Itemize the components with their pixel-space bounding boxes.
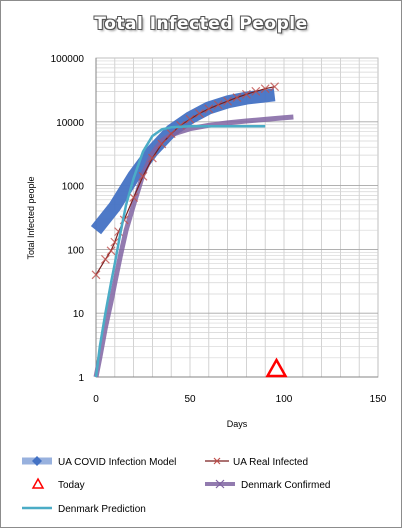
real-infected-point (157, 139, 167, 149)
legend-label: UA Real Infected (233, 457, 308, 468)
legend-label: Today (58, 480, 85, 491)
real-infected-point (166, 129, 176, 139)
real-infected-point (138, 171, 148, 181)
real-infected-point (185, 114, 195, 124)
tick-labels: 0 50 100 150 1 10 100 1000 10000 100000 (51, 54, 387, 405)
real-infected-point (232, 93, 242, 102)
series-denmark-prediction (94, 125, 266, 378)
today-marker (265, 357, 288, 378)
series-today (265, 357, 288, 378)
chart-title: Total Infected People (94, 14, 308, 34)
y-tick-label: 100 (67, 245, 84, 256)
grid-lines (95, 58, 378, 378)
legend-item-today: Today (31, 477, 85, 491)
x-tick-label: 100 (276, 394, 293, 405)
legend-label: Denmark Prediction (58, 504, 146, 515)
real-infected-point (129, 193, 139, 202)
series-layer (90, 82, 294, 378)
legend-swatch (31, 477, 45, 489)
legend-item-ua-covid-infection-model: UA COVID Infection Model (22, 456, 176, 468)
legend-item-ua-real-infected: UA Real Infected (205, 457, 308, 468)
series-ua-real-infected (91, 82, 280, 280)
real-infected-point (91, 270, 101, 280)
real-infected-point (223, 96, 233, 106)
legend-swatch-marker (215, 479, 225, 489)
real-infected-point (270, 82, 280, 92)
y-tick-label: 10 (73, 309, 85, 320)
series-denmark-confirmed (93, 114, 294, 378)
real-infected-point (147, 153, 157, 163)
denmark-prediction-line (94, 125, 266, 378)
y-tick-label: 1000 (62, 182, 85, 193)
plot-area (95, 57, 379, 378)
real-infected-point (194, 109, 204, 118)
legend-swatch-marker (32, 456, 42, 466)
x-tick-label: 150 (370, 394, 387, 405)
real-infected-line (95, 86, 275, 276)
y-axis-label: Total Infected people (26, 176, 36, 259)
legend-label: UA COVID Infection Model (58, 457, 176, 468)
y-tick-label: 100000 (51, 54, 85, 65)
x-tick-label: 50 (184, 394, 196, 405)
legend-item-denmark-confirmed: Denmark Confirmed (205, 479, 330, 491)
x-tick-label: 0 (93, 394, 99, 405)
real-infected-point (106, 246, 116, 256)
y-tick-label: 1 (78, 373, 84, 384)
real-infected-point (213, 100, 223, 110)
real-infected-point (241, 89, 251, 99)
x-axis-label: Days (227, 419, 248, 429)
real-infected-point (100, 254, 110, 264)
real-infected-point (260, 84, 270, 94)
denmark-confirmed-line (93, 114, 294, 378)
real-infected-point (251, 86, 261, 96)
legend: UA COVID Infection Model UA Real Infected… (22, 456, 330, 515)
legend-swatch-marker (213, 457, 221, 465)
series-ua-covid-infection-model (90, 88, 276, 235)
legend-label: Denmark Confirmed (241, 480, 330, 491)
legend-item-denmark-prediction: Denmark Prediction (22, 504, 146, 515)
y-tick-label: 10000 (56, 118, 84, 129)
real-infected-point (204, 104, 214, 114)
model-band-line (90, 88, 276, 235)
